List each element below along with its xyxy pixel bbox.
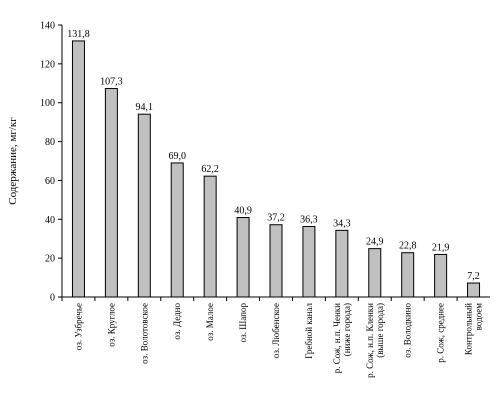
data-label: 21,9 [432, 242, 450, 253]
bar [104, 88, 118, 298]
category-label: оз. Малое [205, 303, 215, 341]
category-label: (ниже города) [342, 303, 352, 356]
y-tick-label: 100 [40, 98, 55, 109]
y-tick-label: 60 [45, 176, 55, 187]
category-label: р. Сож, н.п. Кленки [365, 303, 375, 378]
category-label: оз. Володкино [403, 303, 413, 358]
bar [236, 217, 250, 298]
category-label: р. Сож, н.п. Ченки [332, 303, 342, 373]
bar [368, 248, 382, 298]
y-tick-label: 0 [50, 293, 55, 304]
category-label: оз. Круглое [106, 303, 116, 347]
category-label: оз. Дедно [172, 303, 182, 340]
category-label: оз. Узбречье [73, 303, 83, 350]
y-tick-label: 80 [45, 137, 55, 148]
category-label: р. Сож, среднее [436, 303, 446, 363]
data-label: 69,0 [168, 151, 186, 162]
category-label: оз. Любенское [271, 303, 281, 358]
bar [401, 252, 415, 298]
y-tick-label: 140 [40, 21, 55, 32]
data-label: 107,3 [100, 77, 123, 88]
y-tick-label: 120 [40, 59, 55, 70]
category-label: Гребной канал [304, 303, 314, 359]
category-label: Контрольный [464, 303, 474, 355]
bar [170, 162, 184, 298]
y-tick-label: 40 [45, 215, 55, 226]
category-label: оз. Волотовское [139, 303, 149, 364]
data-label: 40,9 [234, 206, 252, 217]
bar [71, 40, 85, 298]
data-label: 94,1 [136, 102, 154, 113]
category-label: (выше города) [375, 303, 385, 358]
data-label: 62,2 [201, 164, 219, 175]
data-label: 34,3 [333, 218, 351, 229]
bar [203, 175, 217, 298]
bar [335, 229, 349, 298]
y-tick-label: 20 [45, 254, 55, 265]
data-label: 36,3 [300, 214, 318, 225]
bar [137, 113, 151, 298]
bar [467, 282, 481, 298]
data-label: 7,2 [467, 271, 480, 282]
y-axis-label: Содержание, мг/кг [7, 117, 19, 205]
bar [269, 224, 283, 298]
bar [434, 253, 448, 298]
data-label: 24,9 [366, 237, 384, 248]
data-label: 37,2 [267, 213, 285, 224]
data-label: 22,8 [399, 241, 417, 252]
data-label: 131,8 [67, 29, 90, 40]
bar [302, 225, 316, 298]
category-label: оз. Шапор [238, 303, 248, 343]
category-label: водоем [474, 303, 484, 331]
